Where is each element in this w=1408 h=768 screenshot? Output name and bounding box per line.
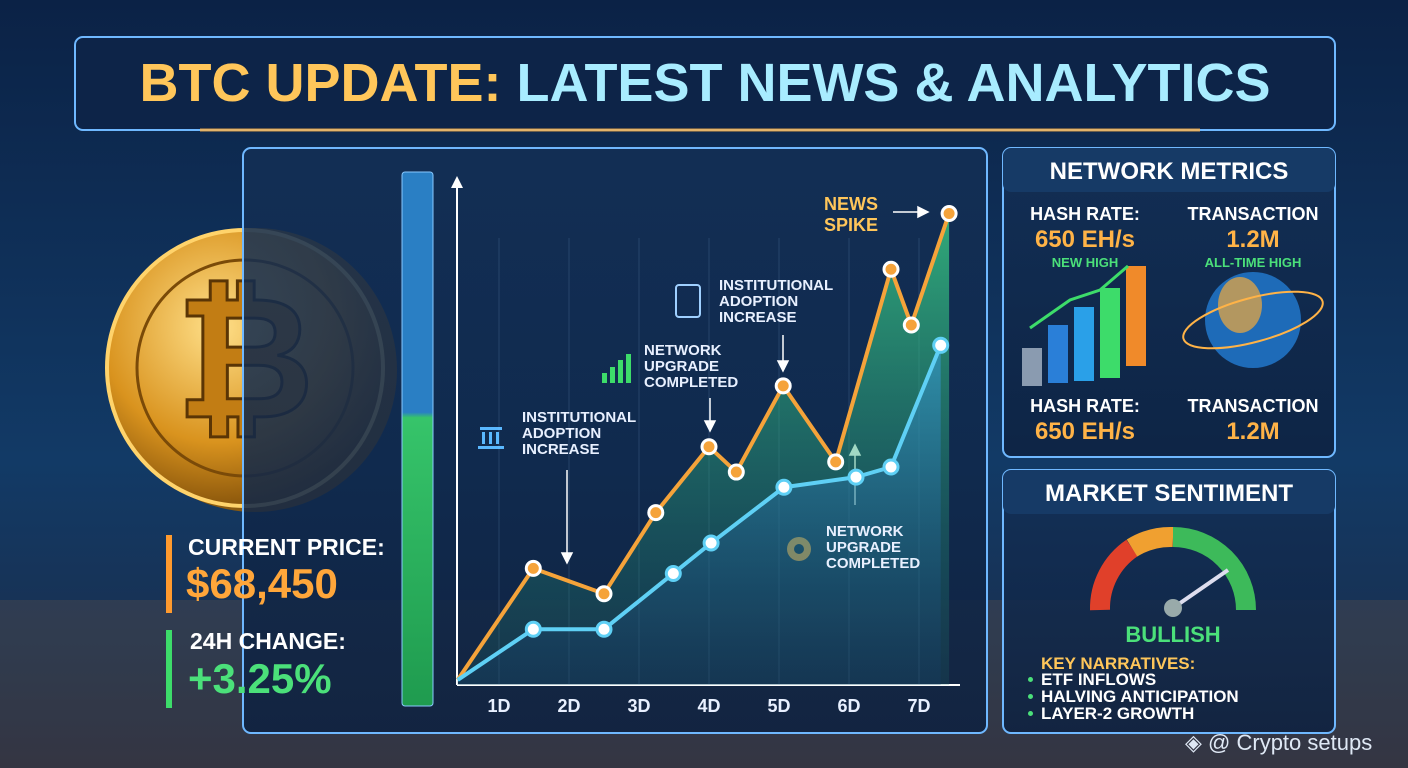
data-point xyxy=(595,620,613,638)
narrative-text: ETF INFLOWS xyxy=(1041,670,1157,689)
metric-label: TRANSACTION xyxy=(1187,396,1319,416)
metric-value: 650 EH/s xyxy=(1034,418,1136,445)
x-tick-label: 5D xyxy=(767,696,790,716)
data-point xyxy=(727,463,745,481)
metric-note: ALL-TIME HIGH xyxy=(1204,255,1302,270)
metric-value: 1.2M xyxy=(1226,226,1280,253)
narratives-title: KEY NARRATIVES: xyxy=(1041,654,1196,673)
metric-label: HASH RATE: xyxy=(1030,396,1140,416)
x-tick-label: 4D xyxy=(697,696,720,716)
annotation: NETWORK UPGRADE COMPLETED xyxy=(826,523,921,572)
metric-label: HASH RATE: xyxy=(1030,204,1140,224)
data-point xyxy=(882,458,900,476)
annotation: INSTITUTIONAL ADOPTION INCREASE xyxy=(719,277,833,326)
annotation: NETWORK UPGRADE COMPLETED xyxy=(644,342,739,391)
bullet xyxy=(1028,677,1033,682)
data-point xyxy=(774,377,792,395)
narrative-item: ETF INFLOWS xyxy=(1028,671,1239,688)
data-point xyxy=(775,478,793,496)
annotation: NEWS SPIKE xyxy=(824,194,879,235)
data-point xyxy=(647,504,665,522)
data-point xyxy=(902,316,920,334)
data-point xyxy=(664,564,682,582)
metric-note: NEW HIGH xyxy=(1051,255,1119,270)
panel-title: MARKET SENTIMENT xyxy=(1045,480,1293,507)
data-point xyxy=(702,534,720,552)
price: $68,450 xyxy=(186,560,338,607)
data-point xyxy=(595,585,613,603)
data-point xyxy=(524,620,542,638)
metric-label: TRANSACTION xyxy=(1187,204,1319,224)
x-tick-label: 3D xyxy=(627,696,650,716)
narratives: ETF INFLOWS HALVING ANTICIPATION LAYER-2 G… xyxy=(1028,671,1239,722)
data-point xyxy=(847,468,865,486)
data-point xyxy=(882,260,900,278)
change: +3.25% xyxy=(188,655,332,702)
metric-value: 1.2M xyxy=(1226,418,1280,445)
data-point xyxy=(700,438,718,456)
sentiment-status: BULLISH xyxy=(1125,622,1221,647)
watermark: ◈ @ Crypto setups xyxy=(1185,730,1373,755)
bullet xyxy=(1028,694,1033,699)
x-tick-label: 2D xyxy=(557,696,580,716)
x-tick-label: 7D xyxy=(907,696,930,716)
narrative-item: HALVING ANTICIPATION xyxy=(1028,688,1239,705)
watermark-text: @ Crypto setups xyxy=(1208,730,1373,755)
bullet xyxy=(1028,711,1033,716)
data-point xyxy=(524,559,542,577)
x-tick-label: 6D xyxy=(837,696,860,716)
narrative-text: LAYER-2 GROWTH xyxy=(1041,704,1195,723)
title-lead: BTC UPDATE: xyxy=(139,53,502,113)
narrative-text: HALVING ANTICIPATION xyxy=(1041,687,1239,706)
title-rest: LATEST NEWS & ANALYTICS xyxy=(516,53,1271,113)
data-point xyxy=(932,336,950,354)
x-tick-label: 1D xyxy=(487,696,510,716)
change-label: 24H CHANGE: xyxy=(190,628,346,654)
title: BTC UPDATE: LATEST NEWS & ANALYTICS xyxy=(75,52,1335,114)
annotation: INSTITUTIONAL ADOPTION INCREASE xyxy=(522,409,636,458)
series-area xyxy=(457,345,941,685)
metric-value: 650 EH/s xyxy=(1034,226,1136,253)
data-point xyxy=(940,204,958,222)
narrative-item: LAYER-2 GROWTH xyxy=(1028,705,1239,722)
price-label: CURRENT PRICE: xyxy=(188,534,385,560)
panel-title: NETWORK METRICS xyxy=(1049,158,1289,185)
data-point xyxy=(827,453,845,471)
